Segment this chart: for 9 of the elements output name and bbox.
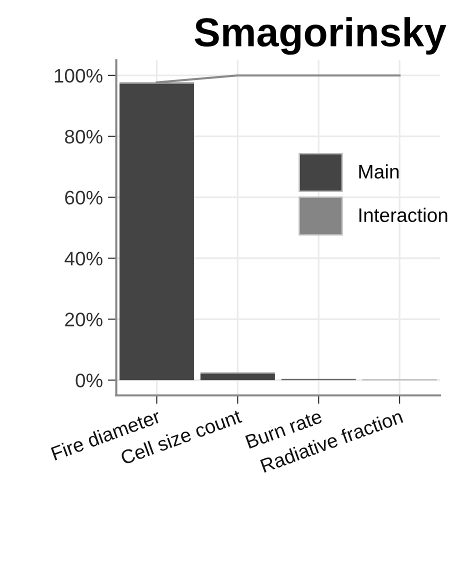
legend-label: Interaction	[359, 208, 448, 222]
y-tick-label: 100%	[54, 68, 102, 83]
y-tick-label: 40%	[64, 252, 102, 266]
y-tick-label: 0%	[76, 374, 102, 388]
y-tick-label: 60%	[65, 190, 102, 205]
y-tick-label: 80%	[65, 130, 102, 144]
chart-title: Smagorinsky	[194, 17, 446, 55]
legend-label: Main	[359, 164, 399, 179]
y-tick-label: 20%	[65, 312, 102, 326]
